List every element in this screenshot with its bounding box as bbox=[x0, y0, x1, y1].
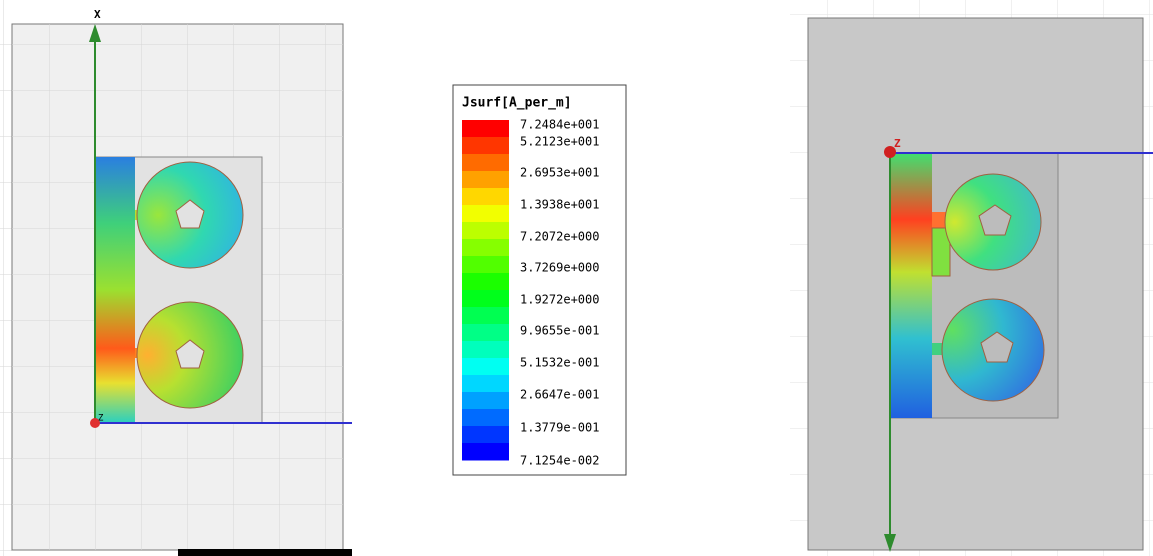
color-band bbox=[462, 137, 509, 155]
axis-label: Z bbox=[98, 414, 104, 424]
legend-label: 3.7269e+000 bbox=[520, 261, 599, 275]
legend-label: 1.3779e-001 bbox=[520, 421, 599, 435]
color-band bbox=[462, 222, 509, 240]
feed-strip bbox=[95, 157, 135, 423]
color-band bbox=[462, 256, 509, 274]
scale-bar bbox=[178, 549, 352, 556]
color-band bbox=[462, 307, 509, 325]
legend-title: Jsurf[A_per_m] bbox=[462, 96, 572, 111]
color-band bbox=[462, 273, 509, 291]
axis-label: X bbox=[94, 8, 101, 21]
color-band bbox=[462, 188, 509, 206]
color-band bbox=[462, 290, 509, 308]
legend-label: 5.1532e-001 bbox=[520, 356, 599, 370]
legend-label: 7.2484e+001 bbox=[520, 118, 599, 132]
legend-label: 1.3938e+001 bbox=[520, 198, 599, 212]
color-band bbox=[462, 341, 509, 359]
screenshot: X Z Jsurf[A_per_m] 7.2484e+001 5.2123e+00… bbox=[0, 0, 1153, 556]
legend-label: 7.2072e+000 bbox=[520, 230, 599, 244]
right-view: Z bbox=[790, 0, 1153, 556]
axis-label: Z bbox=[894, 137, 901, 150]
legend-label: 2.6647e-001 bbox=[520, 388, 599, 402]
outer-grid bbox=[0, 0, 12, 556]
color-band bbox=[462, 154, 509, 172]
color-band bbox=[462, 443, 509, 461]
color-band bbox=[462, 324, 509, 342]
color-band bbox=[462, 392, 509, 410]
page: X Z Jsurf[A_per_m] 7.2484e+001 5.2123e+00… bbox=[0, 0, 1153, 556]
color-band bbox=[462, 426, 509, 444]
color-band bbox=[462, 239, 509, 257]
color-band bbox=[462, 120, 509, 138]
color-band bbox=[462, 375, 509, 393]
left-view: X Z bbox=[0, 0, 352, 556]
legend-label: 9.9655e-001 bbox=[520, 324, 599, 338]
color-band bbox=[462, 358, 509, 376]
legend: Jsurf[A_per_m] 7.2484e+001 5.2123e+001 2.6… bbox=[453, 85, 626, 475]
feed-strip bbox=[890, 153, 932, 418]
color-band bbox=[462, 409, 509, 427]
legend-label: 1.9272e+000 bbox=[520, 293, 599, 307]
legend-label: 2.6953e+001 bbox=[520, 166, 599, 180]
legend-label: 5.2123e+001 bbox=[520, 135, 599, 149]
color-band bbox=[462, 171, 509, 189]
legend-label: 7.1254e-002 bbox=[520, 454, 599, 468]
color-band bbox=[462, 205, 509, 223]
